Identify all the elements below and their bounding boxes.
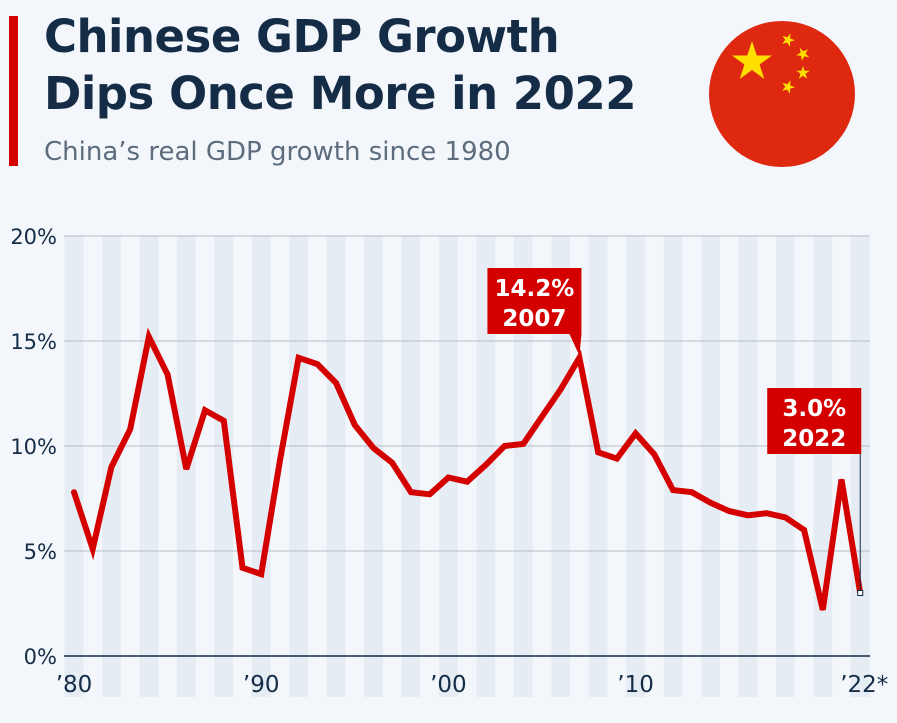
data-point	[615, 457, 618, 460]
data-point	[840, 478, 843, 481]
annotation-marker	[857, 590, 864, 596]
year-stripe	[251, 236, 271, 697]
data-point	[297, 356, 300, 359]
page-title: Chinese GDP Growth Dips Once More in 202…	[44, 8, 637, 122]
data-point	[372, 447, 375, 450]
year-stripe	[776, 236, 795, 697]
y-tick-label: 20%	[10, 225, 57, 249]
year-stripe	[64, 236, 84, 697]
data-point	[746, 514, 749, 517]
year-stripe	[626, 236, 645, 697]
data-point	[784, 516, 787, 519]
data-point	[690, 491, 693, 494]
annotation-pointer	[569, 334, 582, 356]
data-point	[353, 424, 356, 426]
year-stripe	[439, 236, 458, 697]
data-point	[204, 409, 207, 412]
annotation-year: 2007	[502, 306, 566, 332]
x-tick-label: ’80	[56, 672, 93, 698]
data-point	[447, 476, 450, 479]
data-point	[653, 453, 656, 456]
data-point	[110, 466, 113, 468]
y-tick-label: 0%	[24, 645, 57, 669]
data-point	[803, 529, 806, 531]
data-point	[409, 491, 412, 494]
data-point	[578, 356, 581, 359]
data-point	[222, 419, 225, 422]
data-point	[597, 451, 600, 454]
annotation-year: 2022	[782, 426, 846, 452]
data-point	[91, 547, 94, 550]
flag-star	[732, 41, 772, 79]
title-line-1: Chinese GDP Growth	[44, 10, 560, 63]
data-point	[503, 445, 506, 447]
data-point	[129, 428, 132, 431]
x-tick-label: ’10	[617, 672, 654, 698]
y-tick-label: 5%	[24, 540, 57, 564]
year-stripe	[588, 236, 608, 697]
data-point	[260, 573, 263, 576]
flag-star	[796, 66, 810, 79]
data-point	[765, 512, 768, 515]
data-point	[316, 363, 319, 366]
data-point	[672, 489, 675, 492]
year-stripe	[701, 236, 720, 697]
annotation-box	[487, 268, 582, 334]
data-point	[709, 501, 712, 504]
year-stripe	[513, 236, 533, 697]
data-point	[559, 388, 562, 391]
accent-bar	[9, 16, 18, 166]
data-point	[466, 480, 469, 483]
year-stripe	[139, 236, 159, 697]
title-line-2: Dips Once More in 2022	[44, 67, 637, 120]
y-tick-label: 15%	[10, 330, 57, 354]
year-stripe	[364, 236, 383, 697]
data-point	[391, 461, 394, 464]
x-tick-label: ’00	[430, 672, 467, 698]
year-stripe	[401, 236, 421, 697]
china-flag-icon	[709, 21, 855, 167]
data-point	[634, 432, 637, 435]
data-point	[147, 335, 150, 338]
x-tick-label: ’90	[243, 672, 280, 698]
year-stripe	[551, 236, 571, 697]
flag-star	[782, 80, 795, 94]
data-point	[73, 491, 75, 494]
year-stripe	[326, 236, 346, 697]
x-tick-label: ’22*	[840, 672, 888, 698]
data-point	[522, 442, 525, 445]
data-point	[166, 373, 169, 376]
y-tick-label: 10%	[10, 435, 57, 459]
data-point	[821, 608, 824, 611]
year-stripe	[738, 236, 758, 697]
flag-star	[782, 33, 795, 47]
data-point	[335, 382, 338, 384]
annotation-value: 3.0%	[782, 396, 846, 422]
data-point	[484, 463, 487, 466]
year-stripe	[663, 236, 683, 697]
annotation-box	[767, 388, 862, 454]
data-point	[241, 566, 244, 569]
data-point	[185, 468, 188, 471]
data-point	[428, 493, 431, 496]
flag-star	[796, 47, 810, 61]
data-point	[278, 459, 281, 462]
year-stripe	[214, 236, 234, 697]
data-point	[541, 415, 543, 418]
annotation-value: 14.2%	[495, 276, 575, 302]
subtitle: China’s real GDP growth since 1980	[44, 137, 511, 167]
year-stripe	[813, 236, 833, 697]
data-point	[728, 510, 731, 513]
year-stripe	[289, 236, 308, 697]
